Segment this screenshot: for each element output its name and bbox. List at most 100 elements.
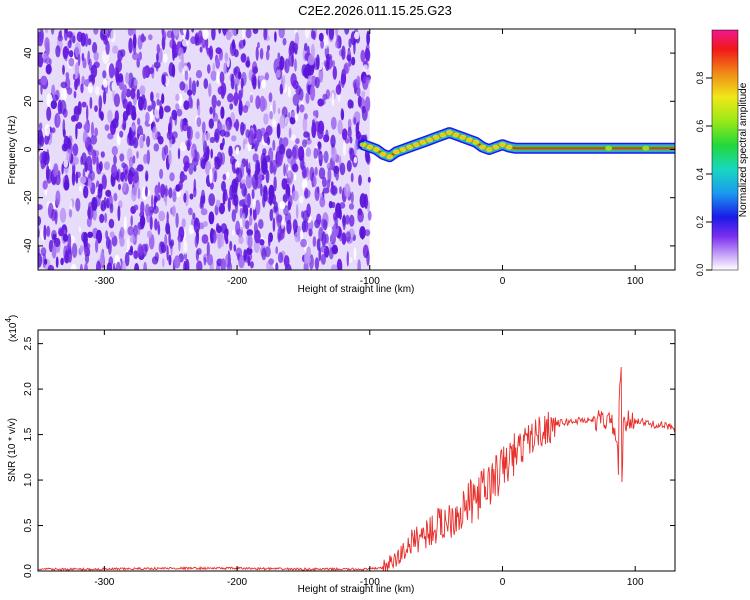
noise-blob xyxy=(179,81,186,91)
noise-blob xyxy=(215,57,220,69)
noise-blob xyxy=(261,247,267,261)
noise-blob xyxy=(222,173,227,181)
noise-blob xyxy=(272,217,276,232)
noise-blob xyxy=(249,214,253,226)
noise-blob xyxy=(353,117,357,125)
noise-blob xyxy=(154,218,158,231)
noise-blob xyxy=(345,231,351,243)
noise-blob xyxy=(260,183,263,197)
noise-blob xyxy=(268,92,273,103)
noise-blob xyxy=(367,176,371,183)
noise-blob xyxy=(281,218,285,229)
noise-blob xyxy=(127,226,134,236)
spectrogram-x-axis: -300 -200 -100 0 100 xyxy=(94,29,644,287)
noise-blob xyxy=(113,192,118,202)
noise-blob xyxy=(341,232,347,245)
noise-blob xyxy=(342,214,346,231)
noise-blob xyxy=(203,256,207,266)
noise-blob xyxy=(175,212,179,228)
noise-blob xyxy=(166,211,169,223)
noise-blob xyxy=(187,126,191,140)
noise-blob xyxy=(93,51,99,61)
noise-blob xyxy=(331,146,337,162)
noise-blob xyxy=(242,139,246,150)
noise-blob xyxy=(42,180,48,190)
noise-blob xyxy=(136,57,140,68)
noise-blob xyxy=(262,184,268,195)
noise-blob xyxy=(279,200,286,210)
noise-blob xyxy=(133,204,139,211)
noise-blob xyxy=(153,61,161,69)
ridge-peak xyxy=(479,144,487,150)
noise-blob xyxy=(336,258,343,270)
noise-blob xyxy=(168,254,172,266)
noise-blob xyxy=(217,235,222,249)
noise-blob xyxy=(76,171,81,178)
noise-blob xyxy=(83,185,89,199)
noise-blob xyxy=(101,174,107,190)
noise-blob xyxy=(45,42,50,56)
noise-blob xyxy=(119,226,125,239)
noise-blob xyxy=(65,72,70,79)
noise-blob xyxy=(366,250,370,266)
noise-blob xyxy=(113,93,120,107)
noise-blob xyxy=(138,96,144,111)
noise-blob xyxy=(302,139,307,148)
noise-blob xyxy=(282,57,285,66)
noise-blob xyxy=(283,163,286,177)
noise-blob xyxy=(278,29,285,39)
noise-blob xyxy=(79,263,83,270)
noise-blob xyxy=(111,145,118,156)
noise-blob xyxy=(361,90,366,98)
noise-blob xyxy=(214,170,217,183)
noise-blob xyxy=(147,230,152,239)
noise-blob xyxy=(242,212,246,228)
noise-blob xyxy=(238,99,243,116)
noise-blob xyxy=(193,165,197,172)
noise-blob xyxy=(92,207,97,221)
noise-blob xyxy=(94,86,100,96)
noise-blob xyxy=(306,255,311,264)
ridge-peak xyxy=(465,137,473,143)
noise-blob xyxy=(295,85,302,96)
noise-blob xyxy=(98,107,102,119)
noise-blob xyxy=(216,225,222,234)
noise-blob xyxy=(172,188,177,197)
noise-blob xyxy=(90,121,95,137)
noise-blob xyxy=(259,95,266,112)
noise-blob xyxy=(177,148,181,160)
noise-blob xyxy=(264,72,269,81)
noise-blob xyxy=(240,77,244,89)
noise-blob xyxy=(318,167,326,180)
noise-blob xyxy=(44,124,51,137)
ridge-peak xyxy=(386,154,394,160)
noise-blob xyxy=(348,203,355,210)
ridge-peak xyxy=(459,134,467,140)
ridge-peak xyxy=(399,147,407,152)
noise-blob xyxy=(130,215,133,227)
noise-blob xyxy=(178,47,184,60)
noise-blob xyxy=(331,92,335,107)
ridge-peak xyxy=(472,139,480,145)
noise-blob xyxy=(58,228,65,237)
noise-blob xyxy=(175,103,180,111)
noise-blob xyxy=(121,162,127,169)
noise-blob xyxy=(157,220,160,233)
noise-blob xyxy=(246,56,250,69)
noise-blob xyxy=(111,81,116,92)
noise-blob xyxy=(302,210,309,224)
noise-blob xyxy=(331,185,338,196)
noise-blob xyxy=(348,214,355,227)
y-tick-label: 2.5 xyxy=(23,336,34,350)
noise-blob xyxy=(246,229,254,237)
noise-blob xyxy=(200,195,204,209)
noise-blob xyxy=(208,45,214,60)
noise-blob xyxy=(313,110,317,117)
noise-blob xyxy=(248,162,251,178)
noise-blob xyxy=(183,100,190,111)
noise-blob xyxy=(86,105,89,121)
noise-blob xyxy=(236,167,243,183)
noise-blob xyxy=(259,239,265,246)
noise-blob xyxy=(55,190,61,206)
